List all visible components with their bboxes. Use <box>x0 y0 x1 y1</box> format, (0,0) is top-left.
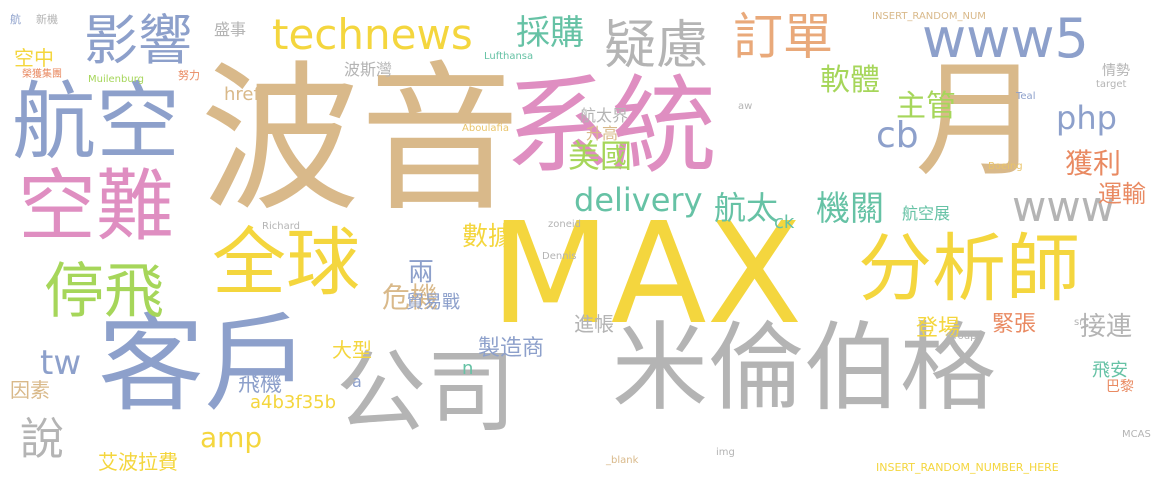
cloud-word: 艾波拉費 <box>98 450 178 474</box>
cloud-word: MCAS <box>1122 429 1151 440</box>
cloud-word: 機關 <box>816 189 884 229</box>
cloud-word: Aboulafia <box>462 123 509 134</box>
cloud-word: php <box>1056 99 1117 137</box>
cloud-word: 波音 <box>200 46 521 233</box>
cloud-word: zoneid <box>548 219 581 230</box>
cloud-word: 獲利 <box>1065 147 1122 180</box>
cloud-word: amp <box>200 421 263 454</box>
cloud-word: 影響 <box>84 9 192 72</box>
cloud-word: 航 <box>10 13 21 26</box>
cloud-word: 榮獲集團 <box>22 69 62 80</box>
cloud-word: 製造商 <box>478 336 545 361</box>
cloud-word: 公司 <box>336 340 516 445</box>
cloud-word: 大型 <box>332 338 372 362</box>
cloud-word: MAX <box>490 193 803 356</box>
cloud-word: Dennis <box>542 251 577 262</box>
cloud-word: 說 <box>20 414 64 465</box>
cloud-word: 採購 <box>516 13 584 53</box>
cloud-word: 疑慮 <box>604 16 709 76</box>
cloud-word: 危機 <box>382 281 439 314</box>
cloud-word: 運輸 <box>1098 180 1146 208</box>
cloud-word: 訂單 <box>733 8 833 66</box>
cloud-word: 美國 <box>568 137 633 175</box>
cloud-word: tw <box>40 343 82 383</box>
cloud-word: target <box>1096 79 1127 90</box>
cloud-word: 新機 <box>36 13 58 26</box>
cloud-word: img <box>716 447 735 458</box>
cloud-word: 航太界 <box>580 106 629 125</box>
cloud-word: 航太 <box>714 189 779 227</box>
cloud-word: Teal <box>1016 91 1036 102</box>
cloud-word: 升高 <box>586 124 619 143</box>
cloud-word: a <box>352 372 362 391</box>
cloud-word: a4b3f35b <box>250 392 337 413</box>
cloud-word: 客戶 <box>98 303 310 426</box>
cloud-word: 接連 <box>1080 312 1133 342</box>
cloud-word: 努力 <box>178 69 200 82</box>
cloud-word: 緊張 <box>992 312 1037 337</box>
cloud-word: 盛事 <box>214 20 247 39</box>
cloud-word: 航空展 <box>902 204 951 223</box>
cloud-word: www5 <box>922 7 1089 70</box>
cloud-word: 飛安 <box>1092 360 1128 381</box>
cloud-word: Lufthansa <box>484 51 534 62</box>
cloud-word: 空中 <box>14 46 54 70</box>
cloud-word: 登場 <box>916 316 961 341</box>
cloud-word: 巴黎 <box>1106 379 1134 395</box>
cloud-word: 波斯灣 <box>344 60 393 79</box>
cloud-word: 米倫伯格 <box>612 312 996 424</box>
cloud-word: 飛機 <box>238 372 283 397</box>
cloud-word: 系統 <box>505 65 717 188</box>
cloud-word: www <box>1012 182 1116 231</box>
cloud-word: cb <box>876 115 919 156</box>
cloud-word: src <box>1074 317 1089 328</box>
cloud-word: n <box>462 358 474 379</box>
cloud-word: Muilenburg <box>88 74 144 85</box>
cloud-word: delivery <box>574 181 703 219</box>
cloud-word: Boeing <box>988 161 1023 172</box>
cloud-word: 航空 <box>12 73 181 171</box>
cloud-word: 貿易戰 <box>406 292 460 313</box>
cloud-word: href <box>224 84 260 105</box>
cloud-word: 兩 <box>408 258 435 288</box>
cloud-word: 情勢 <box>1102 63 1130 79</box>
cloud-word: 停飛 <box>44 257 164 327</box>
cloud-word: 軟體 <box>820 63 880 98</box>
cloud-word: INSERT_RANDOM_NUMBER_HERE <box>876 461 1059 474</box>
cloud-word: aw <box>738 101 753 112</box>
cloud-word: _blank <box>606 455 639 466</box>
cloud-word: 因素 <box>10 378 50 402</box>
cloud-word: 進帳 <box>574 312 614 336</box>
cloud-word: 分析師 <box>858 226 1080 312</box>
cloud-word: Richard <box>262 221 300 232</box>
cloud-word: 主管 <box>896 89 956 124</box>
cloud-word: 空難 <box>18 162 175 252</box>
cloud-word: 月 <box>915 47 1041 194</box>
cloud-word: ck <box>774 212 795 233</box>
cloud-word: INSERT_RANDOM_NUM <box>872 11 986 22</box>
cloud-word: Group <box>946 331 977 342</box>
cloud-word: technews <box>272 10 473 59</box>
cloud-word: 數據 <box>462 222 515 252</box>
cloud-word: 全球 <box>212 220 360 306</box>
